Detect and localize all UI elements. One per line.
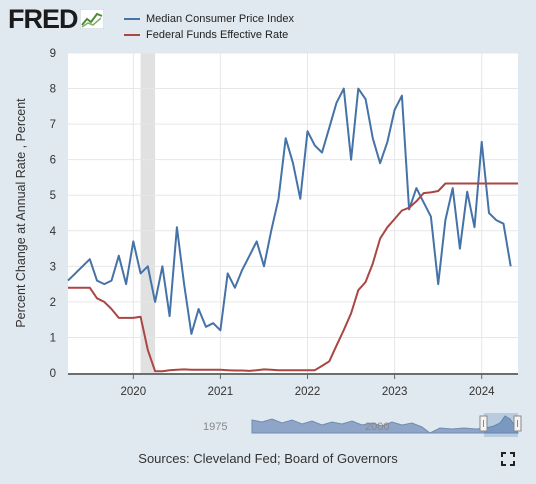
y-tick-label: 8 [50,84,56,96]
legend-swatch [124,18,140,20]
navigator-selection [484,413,518,437]
legend-item-fed-funds[interactable]: Federal Funds Effective Rate [124,27,294,43]
line-chart[interactable]: 2020 2021 2022 2023 2024 0 1 2 3 4 5 6 7 8 9 Percent … [0,40,536,440]
x-tick-label: 2024 [469,386,495,398]
y-tick-label: 6 [50,155,56,167]
y-tick-label: 1 [50,332,56,344]
navigator-sparkline [251,415,519,434]
series-line-fed-funds[interactable] [68,182,518,373]
chart-legend: Median Consumer Price Index Federal Fund… [124,11,294,43]
recession-shading [140,53,156,373]
x-tick-label: 2023 [382,386,408,398]
legend-item-median-cpi[interactable]: Median Consumer Price Index [124,11,294,27]
x-tick-label: 2022 [295,386,321,398]
sources-text: Sources: Cleveland Fed; Board of Governo… [138,451,398,466]
y-tick-label: 0 [50,368,56,380]
navigator-start-label: 1975 [203,421,227,433]
navigator-mid-label: 2000 [365,421,389,433]
chart-logo-icon [79,9,104,29]
y-tick-label: 4 [50,226,57,238]
y-tick-label: 3 [50,261,56,273]
legend-label: Median Consumer Price Index [146,13,294,25]
x-tick-label: 2021 [208,386,234,398]
y-tick-label: 5 [50,190,56,202]
fullscreen-icon[interactable] [501,452,515,466]
series-line-median-cpi[interactable] [67,87,512,335]
y-tick-label: 2 [50,297,56,309]
range-navigator[interactable]: 1975 2000 [68,413,522,437]
plot-area [68,53,518,373]
legend-swatch [124,34,140,36]
logo-text: FRED [8,3,78,34]
y-axis-label: Percent Change at Annual Rate , Percent [14,98,28,328]
y-tick-label: 7 [50,119,56,131]
x-tick-label: 2020 [121,386,147,398]
fred-logo[interactable]: FRED [8,4,104,34]
y-tick-label: 9 [50,48,56,60]
legend-label: Federal Funds Effective Rate [146,29,289,41]
